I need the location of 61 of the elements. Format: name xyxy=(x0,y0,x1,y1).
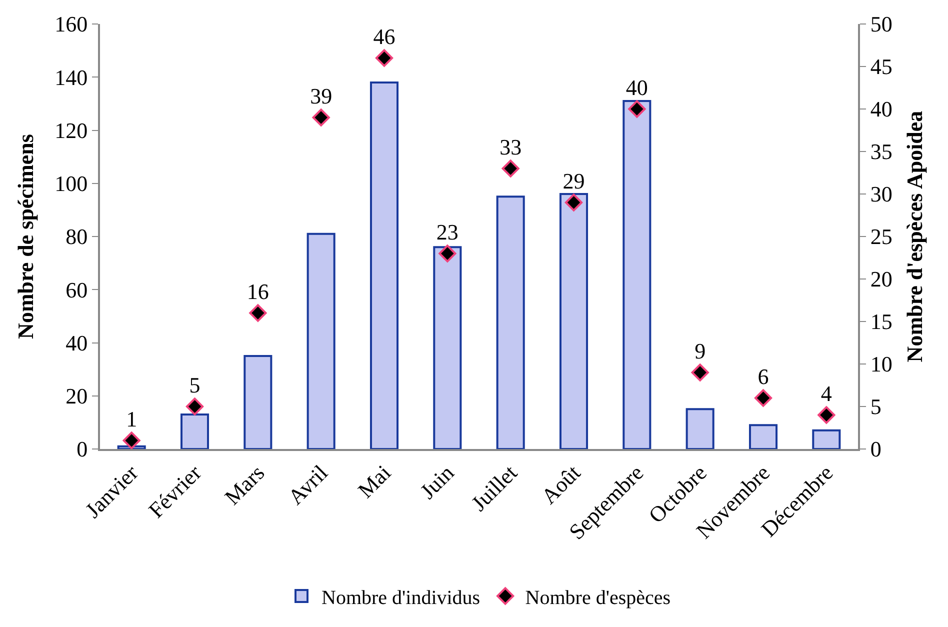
y2-tick-label: 20 xyxy=(870,266,892,292)
point xyxy=(564,194,583,212)
data-label: 46 xyxy=(373,24,396,49)
y2-tick-label: 30 xyxy=(870,182,892,207)
y-axis-title: Nombre de spécimens xyxy=(12,134,38,339)
point xyxy=(438,244,456,262)
data-label: 39 xyxy=(310,84,332,108)
y-tick-label: 60 xyxy=(66,277,88,302)
bar xyxy=(433,246,462,449)
x-tick-label: Juin xyxy=(415,460,459,504)
bar xyxy=(496,196,525,449)
bar xyxy=(812,429,841,449)
data-label: 5 xyxy=(189,372,200,398)
bar xyxy=(748,424,778,449)
y2-tick-label: 0 xyxy=(870,436,882,462)
bar xyxy=(686,408,714,449)
point xyxy=(375,49,394,67)
y2-axis-title: Nombre d'espèces Apoidea xyxy=(902,110,927,362)
bar xyxy=(622,100,652,449)
point xyxy=(186,398,204,416)
data-label: 29 xyxy=(562,168,585,194)
data-label: 40 xyxy=(626,75,648,100)
y2-tick-label: 40 xyxy=(870,96,892,122)
bar xyxy=(370,81,399,449)
y-tick-label: 80 xyxy=(66,224,88,250)
bar xyxy=(559,193,588,449)
point xyxy=(628,100,646,118)
y2-tick-label: 50 xyxy=(870,12,892,37)
point xyxy=(502,160,520,178)
point xyxy=(312,108,330,126)
y2-tick-label: 10 xyxy=(870,352,892,377)
data-label: 1 xyxy=(126,406,138,432)
bar xyxy=(180,413,210,449)
y2-tick-label: 15 xyxy=(870,309,892,334)
y2-tick-label: 25 xyxy=(870,224,892,250)
data-label: 16 xyxy=(246,279,269,304)
data-label: 6 xyxy=(758,364,769,389)
y-tick-label: 20 xyxy=(66,384,88,409)
bar xyxy=(244,355,272,449)
y-tick-label: 100 xyxy=(54,171,88,196)
point xyxy=(249,304,267,322)
data-label: 4 xyxy=(820,381,832,406)
y2-tick-label: 35 xyxy=(870,139,892,164)
data-label: 33 xyxy=(500,134,522,160)
legend-label: Nombre d'individus xyxy=(322,586,480,609)
point xyxy=(754,389,772,407)
y2-tick-label: 5 xyxy=(870,394,882,420)
point xyxy=(818,406,836,424)
bar xyxy=(306,232,336,449)
y-tick-label: 160 xyxy=(54,12,88,37)
y-tick-label: 40 xyxy=(66,330,88,356)
point xyxy=(122,432,140,450)
data-label: 23 xyxy=(436,220,458,244)
data-label: 9 xyxy=(694,338,706,364)
y-tick-label: 0 xyxy=(76,436,88,462)
legend-label: Nombre d'espèces xyxy=(525,586,671,609)
x-tick-label: Mai xyxy=(352,460,396,503)
y-tick-label: 140 xyxy=(54,64,88,90)
point xyxy=(691,364,709,382)
y-tick-label: 120 xyxy=(54,118,88,143)
y2-tick-label: 45 xyxy=(870,54,892,80)
